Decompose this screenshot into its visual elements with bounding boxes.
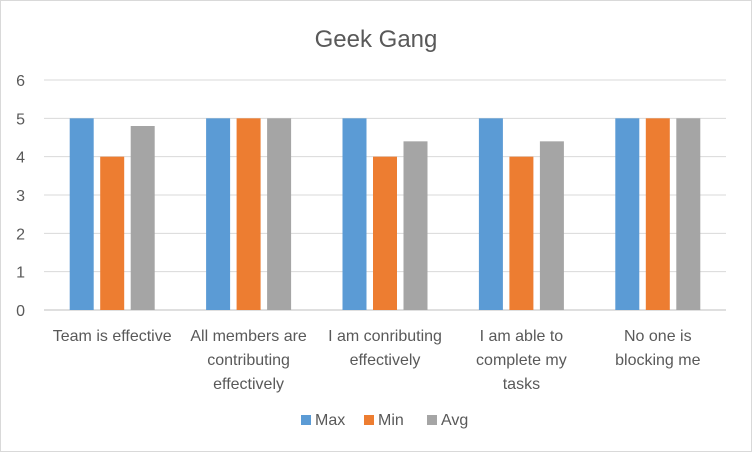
y-tick-label: 1 — [16, 265, 25, 282]
x-tick-label-line: I am able to — [480, 328, 564, 345]
legend-swatch-avg — [427, 415, 437, 425]
legend-swatch-max — [301, 415, 311, 425]
y-tick-label: 6 — [16, 73, 25, 90]
bar-avg — [676, 118, 701, 310]
bar-max — [615, 118, 640, 310]
x-tick-label-line: All members are — [190, 328, 307, 345]
x-tick-label-line: effectively — [350, 352, 421, 369]
x-tick-label: Team is effective — [53, 328, 172, 345]
bar-avg — [403, 141, 428, 310]
bar-min — [509, 156, 534, 310]
bar-min — [100, 156, 125, 310]
y-tick-label: 2 — [16, 226, 25, 243]
legend-label-min: Min — [378, 412, 404, 429]
y-tick-label: 3 — [16, 188, 25, 205]
bar-min — [373, 156, 397, 310]
bar-max — [69, 118, 94, 310]
x-tick-label-line: contributing — [207, 352, 290, 369]
x-tick-label-line: effectively — [213, 376, 284, 393]
bar-max — [478, 118, 503, 310]
x-tick-label: No one is blocking me — [615, 328, 700, 369]
chart-title: Geek Gang — [315, 26, 438, 53]
y-tick-label: 5 — [16, 111, 25, 128]
bars — [69, 118, 701, 310]
legend: Max Min Avg — [301, 412, 468, 429]
x-tick-label-line: complete my — [476, 352, 567, 369]
bar-avg — [539, 141, 564, 310]
x-tick-label-line: blocking me — [615, 352, 700, 369]
y-axis-ticks: 0 1 2 3 4 5 6 — [16, 73, 25, 320]
y-tick-label: 4 — [16, 150, 25, 167]
x-axis-categories: Team is effective All members are contribu… — [53, 328, 701, 393]
y-tick-label: 0 — [16, 303, 25, 320]
legend-label-avg: Avg — [441, 412, 468, 429]
x-tick-label-line: Team is effective — [53, 328, 172, 345]
bar-min — [645, 118, 670, 310]
legend-label-max: Max — [315, 412, 345, 429]
legend-swatch-min — [364, 415, 374, 425]
x-tick-label: I am conributing effectively — [328, 328, 442, 369]
x-tick-label-line: tasks — [503, 376, 540, 393]
bar-min — [236, 118, 261, 310]
x-tick-label-line: No one is — [624, 328, 692, 345]
bar-max — [206, 118, 231, 310]
x-tick-label: I am able to complete my tasks — [476, 328, 567, 393]
bar-max — [342, 118, 367, 310]
bar-avg — [130, 126, 155, 310]
bar-avg — [267, 118, 292, 310]
x-tick-label-line: I am conributing — [328, 328, 442, 345]
x-tick-label: All members are contributing effectively — [190, 328, 307, 393]
